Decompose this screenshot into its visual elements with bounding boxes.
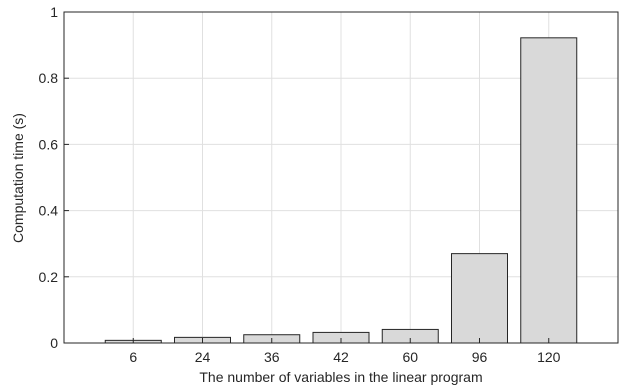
x-tick-label: 60: [402, 349, 418, 365]
bar-120: [520, 37, 578, 344]
x-tick-label: 24: [195, 349, 211, 365]
y-tick-label: 0.8: [39, 70, 59, 86]
x-axis-ticks: 6 24 36 42 60 96 120: [129, 338, 561, 365]
y-tick-label: 0.2: [39, 269, 59, 285]
x-tick-label: 96: [472, 349, 488, 365]
y-tick-label: 0.4: [39, 203, 59, 219]
y-tick-label: 0: [50, 335, 58, 351]
y-axis-label: Computation time (s): [10, 113, 26, 243]
x-tick-label: 36: [264, 349, 280, 365]
bar-96: [451, 253, 508, 344]
y-axis-ticks: 0 0.2 0.4 0.6 0.8 1: [39, 4, 69, 351]
y-tick-label: 0.6: [39, 136, 59, 152]
x-tick-label: 6: [129, 349, 137, 365]
y-tick-label: 1: [50, 4, 58, 20]
x-tick-label: 120: [537, 349, 561, 365]
x-tick-label: 42: [333, 349, 349, 365]
x-axis-label: The number of variables in the linear pr…: [199, 369, 482, 385]
